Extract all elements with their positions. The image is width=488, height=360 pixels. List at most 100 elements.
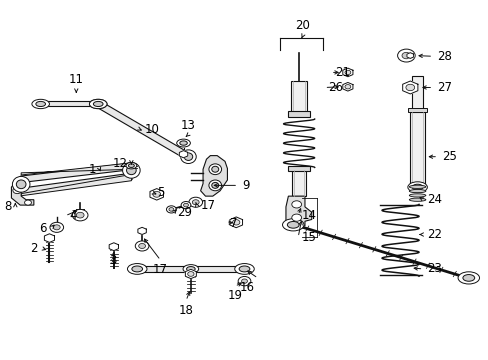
Text: 17: 17 (200, 199, 215, 212)
Circle shape (166, 206, 176, 213)
Text: 18: 18 (178, 304, 193, 317)
Ellipse shape (408, 198, 425, 201)
Circle shape (232, 220, 240, 225)
Polygon shape (109, 243, 118, 251)
Circle shape (405, 84, 414, 91)
Circle shape (13, 187, 21, 194)
Polygon shape (150, 189, 163, 200)
Polygon shape (185, 269, 196, 279)
Polygon shape (41, 102, 98, 107)
Ellipse shape (184, 153, 192, 161)
Text: 14: 14 (302, 209, 316, 222)
Text: 13: 13 (181, 118, 196, 132)
Text: 20: 20 (295, 19, 310, 32)
Ellipse shape (186, 266, 195, 271)
Ellipse shape (32, 99, 49, 109)
Polygon shape (20, 173, 132, 195)
Polygon shape (21, 163, 132, 175)
Text: 12: 12 (112, 157, 127, 170)
Ellipse shape (128, 164, 134, 167)
Ellipse shape (36, 102, 45, 107)
Ellipse shape (208, 164, 221, 175)
Polygon shape (21, 174, 132, 196)
Text: 26: 26 (328, 81, 343, 94)
Circle shape (76, 212, 84, 218)
Text: 4: 4 (69, 210, 76, 222)
Circle shape (241, 279, 247, 283)
Ellipse shape (211, 183, 218, 188)
Text: 23: 23 (427, 262, 441, 275)
Text: 7: 7 (229, 216, 237, 230)
Polygon shape (342, 68, 352, 77)
Text: 6: 6 (40, 222, 47, 235)
Text: 15: 15 (302, 231, 316, 244)
Text: 29: 29 (177, 207, 192, 220)
Circle shape (188, 197, 202, 207)
Ellipse shape (126, 162, 137, 169)
Ellipse shape (408, 189, 425, 193)
Ellipse shape (89, 99, 107, 109)
Polygon shape (137, 266, 244, 272)
Polygon shape (20, 163, 132, 183)
Text: 3: 3 (109, 253, 116, 266)
Text: 25: 25 (441, 150, 456, 163)
Ellipse shape (407, 182, 427, 193)
Circle shape (344, 85, 350, 89)
Circle shape (344, 70, 350, 75)
Polygon shape (11, 182, 34, 205)
Ellipse shape (411, 184, 422, 190)
Bar (411, 76, 423, 110)
Polygon shape (179, 150, 187, 158)
Circle shape (50, 222, 63, 232)
Ellipse shape (126, 166, 136, 175)
Text: 17: 17 (153, 263, 168, 276)
Ellipse shape (462, 275, 474, 281)
Text: 11: 11 (69, 73, 83, 86)
Circle shape (291, 214, 301, 221)
Ellipse shape (180, 141, 187, 145)
Ellipse shape (208, 180, 221, 191)
Polygon shape (406, 53, 413, 58)
Circle shape (291, 201, 301, 208)
Text: 10: 10 (144, 123, 159, 136)
Ellipse shape (287, 221, 299, 228)
Polygon shape (402, 81, 417, 94)
Text: 2: 2 (30, 242, 37, 255)
Circle shape (192, 200, 199, 205)
Bar (409, 112, 425, 184)
Text: 22: 22 (427, 228, 442, 241)
Circle shape (181, 202, 190, 209)
Ellipse shape (12, 176, 30, 192)
Ellipse shape (239, 266, 249, 272)
Text: 1: 1 (88, 163, 96, 176)
Text: 19: 19 (227, 289, 242, 302)
Circle shape (401, 52, 410, 59)
Ellipse shape (180, 150, 196, 163)
Polygon shape (44, 234, 54, 242)
Ellipse shape (93, 102, 103, 107)
Circle shape (153, 192, 160, 197)
Ellipse shape (408, 185, 425, 188)
Ellipse shape (282, 219, 304, 231)
Polygon shape (138, 227, 146, 234)
Polygon shape (95, 102, 191, 159)
Polygon shape (200, 156, 227, 196)
Bar (291, 81, 306, 112)
Text: 8: 8 (4, 201, 11, 213)
Circle shape (53, 225, 60, 230)
Ellipse shape (176, 139, 190, 147)
Ellipse shape (93, 102, 103, 107)
Ellipse shape (408, 194, 425, 197)
Circle shape (187, 272, 194, 276)
Bar (288, 166, 309, 171)
Polygon shape (285, 196, 311, 226)
Ellipse shape (16, 180, 26, 189)
Bar (407, 108, 427, 112)
Text: 5: 5 (157, 186, 164, 199)
Circle shape (168, 208, 173, 211)
Ellipse shape (183, 265, 198, 273)
Polygon shape (342, 82, 352, 91)
Ellipse shape (122, 162, 140, 178)
Bar (288, 111, 309, 117)
Ellipse shape (234, 264, 254, 274)
